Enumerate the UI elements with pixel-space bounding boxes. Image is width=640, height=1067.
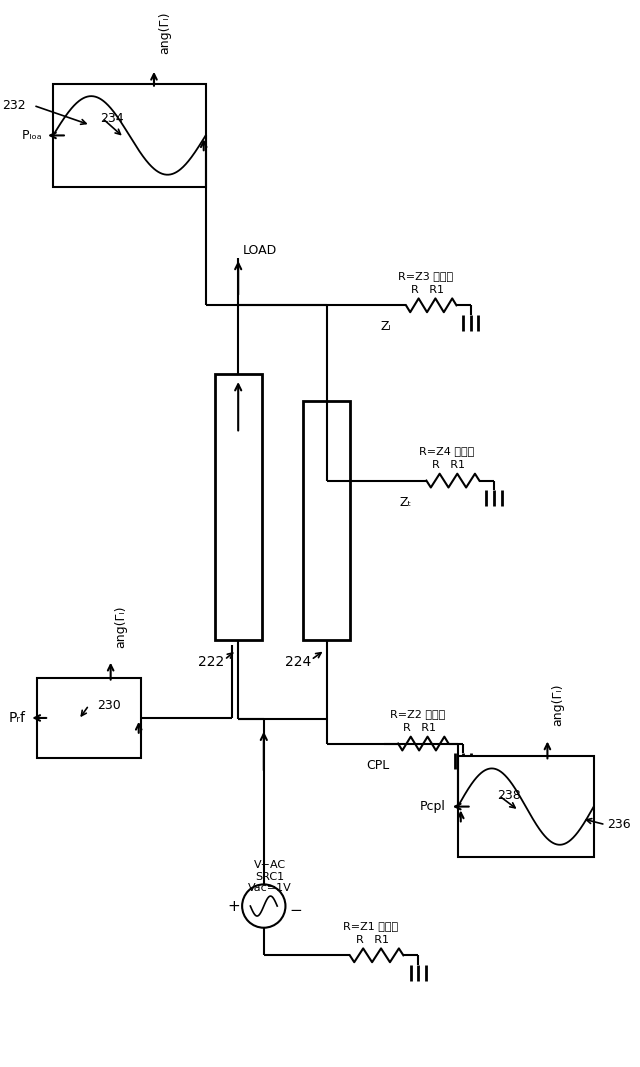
Text: LOAD: LOAD <box>243 243 277 257</box>
Text: Zₗ: Zₗ <box>381 320 391 334</box>
Bar <box>458 757 594 857</box>
Text: 236: 236 <box>607 818 631 831</box>
Text: SRC1: SRC1 <box>255 872 284 881</box>
Text: 232: 232 <box>2 99 26 112</box>
Text: R=Z1 オーム: R=Z1 オーム <box>343 921 398 930</box>
Text: R=Z3 オーム: R=Z3 オーム <box>397 271 453 281</box>
Text: Vac=1V: Vac=1V <box>248 883 292 893</box>
Text: Zₜ: Zₜ <box>399 496 412 509</box>
Bar <box>53 83 205 187</box>
Text: 234: 234 <box>100 112 124 125</box>
Text: CPL: CPL <box>367 759 390 771</box>
Bar <box>214 375 262 640</box>
Text: R=Z4 オーム: R=Z4 オーム <box>419 446 475 456</box>
Text: −: − <box>289 904 301 919</box>
Text: ang(Γₗ): ang(Γₗ) <box>158 12 171 53</box>
Text: 222: 222 <box>198 655 225 669</box>
Text: R   R1: R R1 <box>411 285 444 294</box>
Text: Pᴄpl: Pᴄpl <box>420 800 446 813</box>
Bar <box>303 401 351 640</box>
Text: 224: 224 <box>285 655 311 669</box>
Text: R=Z2 オーム: R=Z2 オーム <box>390 708 445 719</box>
Text: Pₗₒₐ⁤: Pₗₒₐ⁤ <box>22 129 41 142</box>
Text: R   R1: R R1 <box>433 460 465 469</box>
Bar <box>37 678 141 759</box>
Text: R   R1: R R1 <box>356 935 389 944</box>
Text: V−AC: V−AC <box>253 860 286 870</box>
Text: ang(Γₗ): ang(Γₗ) <box>115 605 127 648</box>
Text: +: + <box>228 898 241 913</box>
Text: 230: 230 <box>97 699 120 712</box>
Text: ang(Γₗ): ang(Γₗ) <box>552 684 564 727</box>
Text: 238: 238 <box>497 790 521 802</box>
Text: R   R1: R R1 <box>403 722 436 733</box>
Text: Pᵣf: Pᵣf <box>8 711 26 724</box>
